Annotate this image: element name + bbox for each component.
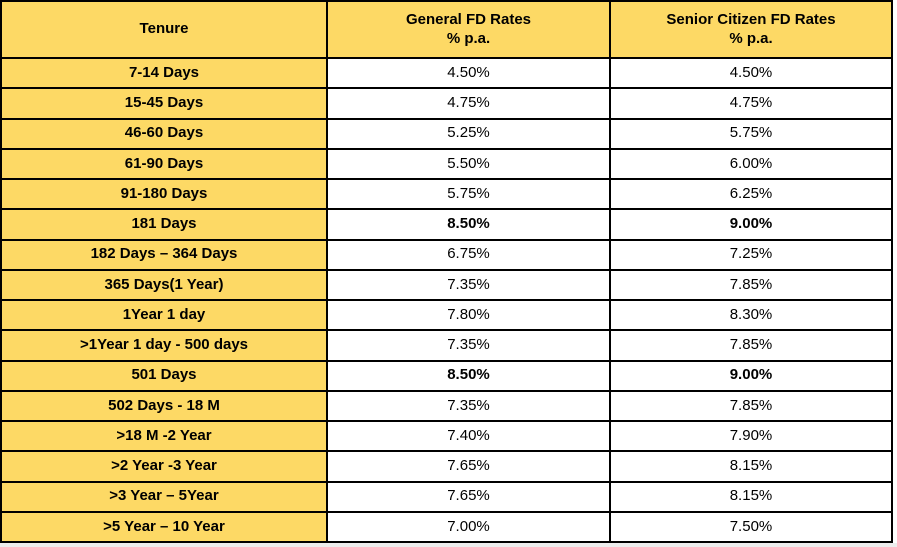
general-rate-cell: 7.65% — [326, 450, 611, 483]
general-rate-cell: 4.75% — [326, 87, 611, 120]
general-rate-cell: 6.75% — [326, 238, 611, 271]
general-rates-header-unit: % p.a. — [446, 29, 491, 47]
senior-rate-cell: 7.85% — [609, 389, 893, 423]
table-row: 181 Days 8.50% 9.00% — [0, 208, 893, 241]
senior-rate-cell: 7.50% — [609, 510, 893, 544]
table-body: 7-14 Days 4.50% 4.50% 15-45 Days 4.75% 4.75% 4… — [0, 56, 893, 544]
tenure-cell: 91-180 Days — [0, 177, 328, 211]
table-row: 15-45 Days 4.75% 4.75% — [0, 87, 893, 120]
senior-rate-cell: 4.50% — [609, 56, 893, 90]
senior-rates-header-label: Senior Citizen FD Rates — [666, 10, 836, 28]
general-rate-cell: 7.35% — [326, 329, 611, 362]
tenure-cell: 46-60 Days — [0, 117, 328, 150]
tenure-header-label: Tenure — [139, 20, 189, 38]
senior-rate-cell: 7.90% — [609, 419, 893, 453]
tenure-cell: 365 Days(1 Year) — [0, 268, 328, 302]
senior-rate-cell: 9.00% — [609, 208, 893, 241]
table-row: >2 Year -3 Year 7.65% 8.15% — [0, 450, 893, 483]
senior-rate-cell: 9.00% — [609, 359, 893, 392]
senior-rate-cell: 8.15% — [609, 480, 893, 513]
senior-rate-cell: 7.85% — [609, 329, 893, 362]
table-row: 46-60 Days 5.25% 5.75% — [0, 117, 893, 150]
table-row: 91-180 Days 5.75% 6.25% — [0, 177, 893, 211]
table-row: 61-90 Days 5.50% 6.00% — [0, 147, 893, 181]
table-header-row: Tenure General FD Rates % p.a. Senior Ci… — [0, 0, 893, 59]
senior-rate-cell: 7.25% — [609, 238, 893, 271]
senior-rate-cell: 5.75% — [609, 117, 893, 150]
senior-rate-cell: 8.15% — [609, 450, 893, 483]
general-rate-cell: 7.35% — [326, 268, 611, 302]
general-rate-cell: 7.80% — [326, 298, 611, 332]
table-row: 365 Days(1 Year) 7.35% 7.85% — [0, 268, 893, 302]
senior-rate-cell: 6.25% — [609, 177, 893, 211]
tenure-cell: 61-90 Days — [0, 147, 328, 181]
page-bottom-strip — [0, 543, 897, 547]
senior-rate-cell: 4.75% — [609, 87, 893, 120]
senior-rate-cell: 8.30% — [609, 298, 893, 332]
general-rates-column-header: General FD Rates % p.a. — [326, 0, 611, 59]
tenure-cell: 1Year 1 day — [0, 298, 328, 332]
table-row: 182 Days – 364 Days 6.75% 7.25% — [0, 238, 893, 271]
general-rate-cell: 8.50% — [326, 359, 611, 392]
senior-rates-header-unit: % p.a. — [729, 29, 773, 47]
tenure-cell: 15-45 Days — [0, 87, 328, 120]
table-row: >5 Year – 10 Year 7.00% 7.50% — [0, 510, 893, 544]
tenure-cell: 501 Days — [0, 359, 328, 392]
senior-rates-column-header: Senior Citizen FD Rates % p.a. — [609, 0, 893, 59]
general-rate-cell: 5.25% — [326, 117, 611, 150]
table-row: >1Year 1 day - 500 days 7.35% 7.85% — [0, 329, 893, 362]
general-rate-cell: 7.35% — [326, 389, 611, 423]
senior-rate-cell: 6.00% — [609, 147, 893, 181]
senior-rate-cell: 7.85% — [609, 268, 893, 302]
tenure-cell: 502 Days - 18 M — [0, 389, 328, 423]
tenure-cell: >18 M -2 Year — [0, 419, 328, 453]
general-rate-cell: 7.40% — [326, 419, 611, 453]
general-rate-cell: 5.75% — [326, 177, 611, 211]
general-rate-cell: 8.50% — [326, 208, 611, 241]
tenure-cell: 181 Days — [0, 208, 328, 241]
tenure-cell: 182 Days – 364 Days — [0, 238, 328, 271]
general-rates-header-label: General FD Rates — [405, 10, 532, 28]
table-row: 501 Days 8.50% 9.00% — [0, 359, 893, 392]
tenure-cell: >3 Year – 5Year — [0, 480, 328, 513]
general-rate-cell: 7.00% — [326, 510, 611, 544]
tenure-column-header: Tenure — [0, 0, 328, 59]
tenure-cell: >2 Year -3 Year — [0, 450, 328, 483]
general-rate-cell: 5.50% — [326, 147, 611, 181]
table-row: 502 Days - 18 M 7.35% 7.85% — [0, 389, 893, 423]
table-row: >18 M -2 Year 7.40% 7.90% — [0, 419, 893, 453]
tenure-cell: 7-14 Days — [0, 56, 328, 90]
table-row: 1Year 1 day 7.80% 8.30% — [0, 298, 893, 332]
table-row: 7-14 Days 4.50% 4.50% — [0, 56, 893, 90]
general-rate-cell: 4.50% — [326, 56, 611, 90]
general-rate-cell: 7.65% — [326, 480, 611, 513]
tenure-cell: >5 Year – 10 Year — [0, 510, 328, 544]
table-row: >3 Year – 5Year 7.65% 8.15% — [0, 480, 893, 513]
tenure-cell: >1Year 1 day - 500 days — [0, 329, 328, 362]
